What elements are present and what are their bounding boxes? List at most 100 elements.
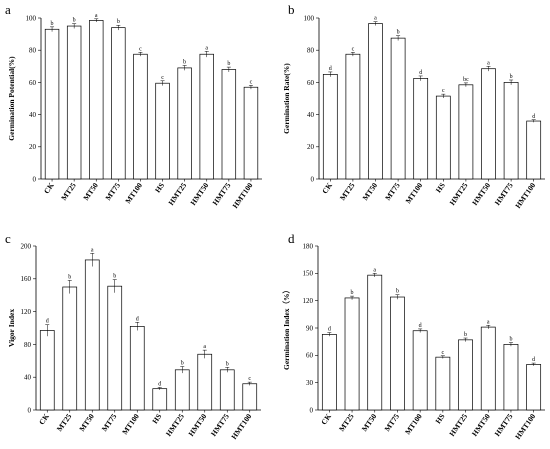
category-label: HMT100 bbox=[513, 181, 537, 210]
significance-label: c bbox=[139, 46, 142, 52]
bar-MT75 bbox=[111, 27, 126, 180]
bar-HMT50 bbox=[481, 68, 496, 180]
bar-HS bbox=[152, 388, 168, 411]
y-tick-label: 40 bbox=[24, 374, 32, 382]
category-label: CK bbox=[42, 181, 56, 196]
category-label: HMT75 bbox=[493, 412, 515, 438]
bar-MT50 bbox=[367, 274, 383, 411]
bar-MT25 bbox=[344, 297, 360, 411]
y-tick-label: 60 bbox=[29, 79, 37, 87]
category-label: MT50 bbox=[361, 181, 380, 202]
category-label: HMT100 bbox=[229, 412, 253, 441]
y-tick-label: 30 bbox=[306, 379, 314, 387]
bar-HMT25 bbox=[174, 369, 190, 411]
y-tick-label: 40 bbox=[29, 111, 37, 119]
significance-label: a bbox=[487, 319, 490, 325]
significance-label: a bbox=[487, 60, 490, 66]
category-label: HMT75 bbox=[209, 412, 231, 438]
significance-label: d bbox=[532, 357, 535, 363]
bar-HMT100 bbox=[243, 86, 259, 180]
bar-MT100 bbox=[412, 330, 428, 411]
significance-label: a bbox=[205, 45, 208, 51]
significance-label: c bbox=[248, 376, 251, 382]
category-label: HMT75 bbox=[211, 181, 233, 207]
bar-MT25 bbox=[345, 53, 361, 180]
bar-HMT25 bbox=[458, 84, 474, 180]
y-tick-label: 0 bbox=[28, 406, 32, 414]
bar-MT25 bbox=[66, 25, 82, 180]
significance-label: d bbox=[419, 70, 422, 76]
y-tick-label: 180 bbox=[303, 242, 314, 250]
bar-MT25 bbox=[62, 286, 78, 411]
y-axis-label: Germination Index（%） bbox=[281, 286, 291, 370]
category-label: MT100 bbox=[403, 412, 424, 436]
significance-label: b bbox=[51, 21, 54, 27]
bar-CK bbox=[322, 73, 338, 180]
significance-label: b bbox=[397, 30, 400, 36]
category-label: MT25 bbox=[337, 412, 356, 433]
bar-HMT25 bbox=[458, 339, 473, 411]
bar-HMT100 bbox=[242, 383, 258, 411]
category-label: MT100 bbox=[123, 181, 144, 205]
y-tick-label: 100 bbox=[304, 14, 315, 22]
category-label: HMT25 bbox=[448, 181, 470, 207]
significance-label: b bbox=[351, 290, 354, 296]
y-tick-label: 0 bbox=[33, 175, 37, 183]
y-tick-label: 0 bbox=[310, 406, 314, 414]
chart-panel-d: d Germination Index（%） 0 30 60 90 120 150 180 d CK… bbox=[281, 231, 545, 441]
category-label: HMT75 bbox=[493, 181, 515, 207]
category-label: HMT25 bbox=[166, 181, 188, 207]
y-tick-label: 120 bbox=[21, 308, 32, 316]
significance-label: b bbox=[181, 361, 184, 367]
bar-MT100 bbox=[133, 53, 148, 180]
bar-HMT75 bbox=[219, 369, 235, 411]
y-tick-label: 40 bbox=[307, 111, 315, 119]
panel-letter: d bbox=[288, 231, 295, 246]
chart-panel-a: a Germination Potential(%) 0 20 40 60 80 100 b CK… bbox=[5, 2, 262, 210]
significance-label: c bbox=[161, 75, 164, 81]
bar-MT50 bbox=[89, 20, 104, 180]
bar-HMT50 bbox=[197, 353, 213, 411]
y-tick-label: 0 bbox=[311, 175, 315, 183]
bar-HMT25 bbox=[177, 67, 192, 180]
significance-label: b bbox=[227, 61, 230, 67]
bar-HMT75 bbox=[503, 344, 519, 411]
bar-MT50 bbox=[368, 23, 383, 180]
significance-label: b bbox=[113, 274, 116, 280]
significance-label: a bbox=[374, 16, 377, 22]
bar-HMT50 bbox=[199, 53, 214, 180]
significance-label: b bbox=[396, 289, 399, 295]
panel-letter: a bbox=[5, 2, 11, 17]
category-label: HMT50 bbox=[188, 181, 210, 207]
y-tick-label: 150 bbox=[303, 270, 314, 278]
bar-HS bbox=[155, 82, 170, 180]
significance-label: b bbox=[73, 18, 76, 24]
bar-CK bbox=[44, 28, 60, 180]
significance-label: a bbox=[95, 13, 98, 19]
category-label: HMT25 bbox=[164, 412, 186, 438]
y-tick-label: 20 bbox=[307, 143, 315, 151]
significance-label: b bbox=[510, 74, 513, 80]
significance-label: c bbox=[250, 79, 253, 85]
y-tick-label: 200 bbox=[21, 242, 32, 250]
significance-label: d bbox=[46, 319, 49, 325]
bar-MT50 bbox=[84, 259, 100, 411]
category-label: HMT100 bbox=[513, 412, 537, 441]
y-tick-label: 20 bbox=[29, 143, 37, 151]
bar-HMT100 bbox=[526, 364, 542, 411]
y-tick-label: 80 bbox=[24, 341, 32, 349]
category-label: HS bbox=[153, 181, 166, 194]
significance-label: a bbox=[91, 247, 94, 253]
category-label: MT25 bbox=[55, 412, 74, 433]
y-tick-label: 60 bbox=[306, 352, 314, 360]
bar-MT75 bbox=[107, 285, 123, 411]
bar-HMT75 bbox=[221, 69, 237, 180]
category-label: HS bbox=[150, 412, 163, 425]
significance-label: b bbox=[509, 337, 512, 343]
significance-label: b bbox=[464, 332, 467, 338]
chart-panel-b: b Germination Rate(%) 0 20 40 60 80 100 d CK c MT25… bbox=[282, 2, 545, 210]
bar-HS bbox=[435, 356, 451, 411]
category-label: MT75 bbox=[383, 181, 402, 202]
chart-panel-c: c Vigor Index 0 40 80 120 160 200 d CK b MT25 a MT50 b… bbox=[5, 231, 261, 441]
